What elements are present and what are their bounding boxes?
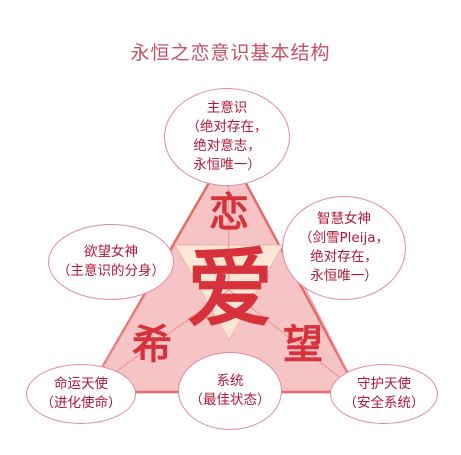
diagram-title: 永恒之恋意识基本结构 (130, 42, 331, 64)
node-line: （安全系统） (343, 395, 425, 411)
node-line: 绝对存在， (310, 249, 378, 265)
node-line: 绝对意志， (193, 138, 261, 154)
char-ai: 爱 (187, 238, 273, 339)
node-line: 命运天使 (54, 376, 108, 392)
node-wisdom-goddess: 智慧女神 （剑雪Pleija， 绝对存在， 永恒唯一） (282, 196, 406, 300)
node-main-consciousness: 主意识 （绝对存在， 绝对意志， 永恒唯一） (164, 88, 290, 186)
char-xi: 希 (132, 321, 172, 368)
node-fate-angel: 命运天使 （进化使命） (26, 364, 136, 424)
node-line: 永恒唯一） (193, 157, 261, 173)
node-line: 欲望女神 (84, 244, 138, 260)
char-lian: 恋 (209, 189, 249, 236)
node-line: （绝对存在， (186, 119, 268, 135)
node-line: （主意识的分身） (57, 263, 165, 279)
node-line: 智慧女神 (317, 211, 371, 227)
node-line: （最佳状态） (189, 392, 271, 408)
node-line: 守护天使 (357, 376, 411, 392)
node-guardian-angel: 守护天使 （安全系统） (330, 364, 438, 424)
node-line: 永恒唯一） (310, 268, 378, 284)
node-desire-goddess: 欲望女神 （主意识的分身） (48, 224, 174, 300)
node-line: 系统 (216, 373, 244, 389)
node-line: （进化使命） (40, 395, 122, 411)
node-line: （剑雪Pleija， (299, 230, 389, 246)
char-wang: 望 (283, 321, 323, 368)
node-line: 主意识 (206, 100, 248, 116)
node-system: 系统 （最佳状态） (178, 352, 282, 430)
